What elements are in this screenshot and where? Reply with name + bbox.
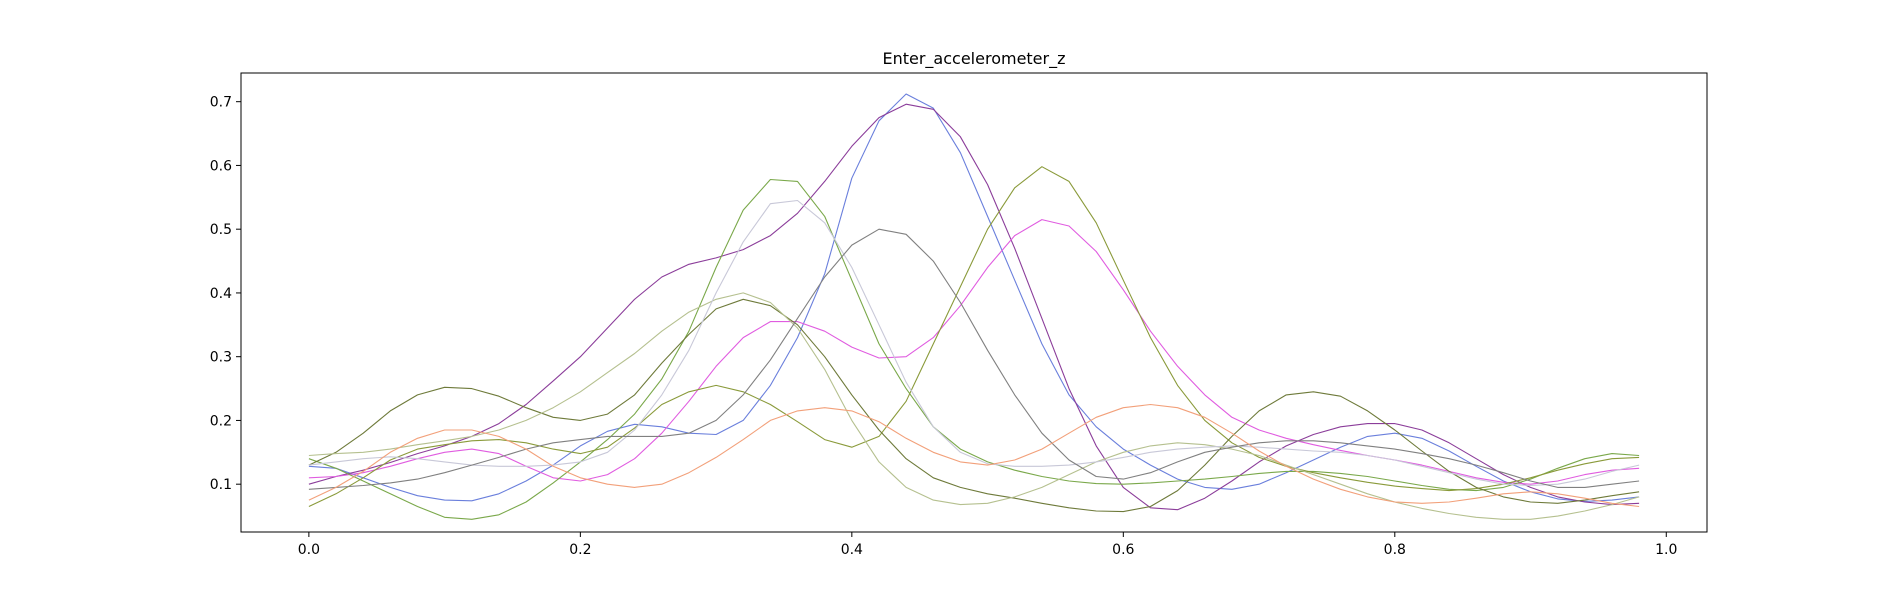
chart-title: Enter_accelerometer_z — [882, 49, 1065, 69]
x-axis: 0.0 0.2 0.4 0.6 0.8 1.0 — [298, 532, 1677, 558]
series-line-3 — [308, 219, 1640, 485]
y-tick-label: 0.7 — [210, 95, 232, 111]
plot-frame — [240, 72, 1708, 533]
y-tick-label: 0.5 — [210, 222, 232, 238]
series-line-6 — [308, 298, 1640, 513]
x-tick-label: 0.0 — [298, 542, 320, 558]
y-axis: 0.1 0.2 0.3 0.4 0.5 0.6 0.7 — [210, 95, 241, 493]
x-tick-label: 0.6 — [1112, 542, 1134, 558]
series-line-8 — [308, 199, 1640, 487]
y-tick-label: 0.6 — [210, 158, 232, 174]
series-line-1 — [308, 93, 1640, 502]
x-tick-label: 0.4 — [841, 542, 863, 558]
x-tick-label: 0.2 — [569, 542, 591, 558]
y-tick-label: 0.2 — [210, 413, 232, 429]
y-tick-label: 0.4 — [210, 286, 232, 302]
series-line-10 — [308, 403, 1640, 508]
y-tick-label: 0.3 — [210, 350, 232, 366]
series-line-2 — [308, 103, 1640, 511]
series-layer — [308, 93, 1640, 520]
series-line-7 — [308, 292, 1640, 520]
series-line-4 — [308, 178, 1640, 520]
x-tick-label: 1.0 — [1655, 542, 1677, 558]
x-tick-label: 0.8 — [1384, 542, 1406, 558]
y-tick-label: 0.1 — [210, 477, 232, 493]
series-line-5 — [308, 166, 1640, 507]
series-line-9 — [308, 228, 1640, 490]
